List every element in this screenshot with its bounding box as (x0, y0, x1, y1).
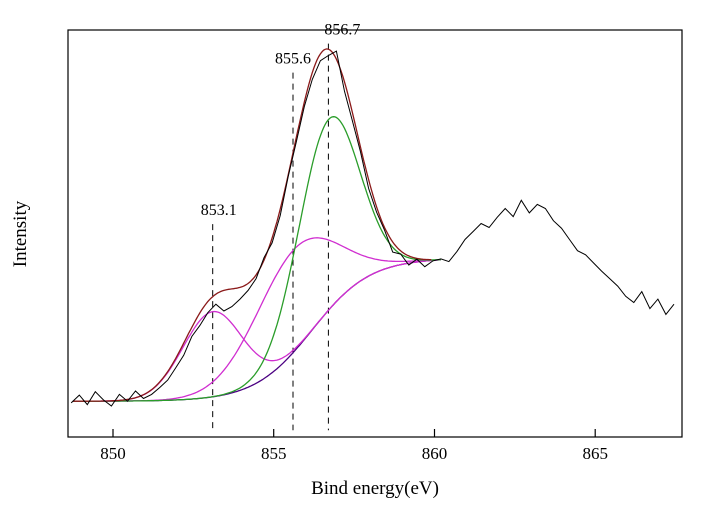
background-curve (72, 259, 441, 402)
peak-label-855-6: 855.6 (275, 51, 311, 68)
x-tick-label-860: 860 (422, 444, 448, 463)
x-tick-label-865: 865 (582, 444, 608, 463)
axes-frame: 850 855 860 865 (67, 29, 683, 463)
fit-envelope-curve (72, 48, 432, 402)
x-tick-label-850: 850 (100, 444, 126, 463)
plot-frame (67, 29, 683, 438)
experimental-curve (70, 50, 675, 407)
x-axis-label: Bind energy(eV) (311, 478, 439, 499)
x-tick-label-855: 855 (261, 444, 287, 463)
fit-peak-855-6-curve (72, 237, 441, 402)
spectrum-curves (70, 48, 675, 407)
annotation-labels: 853.1 855.6 856.7 (201, 22, 361, 220)
y-axis-label: Intensity (10, 200, 31, 267)
peak-label-853-1: 853.1 (201, 202, 237, 219)
fit-peak-853-1-curve (72, 259, 441, 402)
peak-label-856-7: 856.7 (324, 22, 360, 39)
dashed-markers (212, 43, 329, 431)
fit-peak-856-7-curve (72, 116, 441, 402)
